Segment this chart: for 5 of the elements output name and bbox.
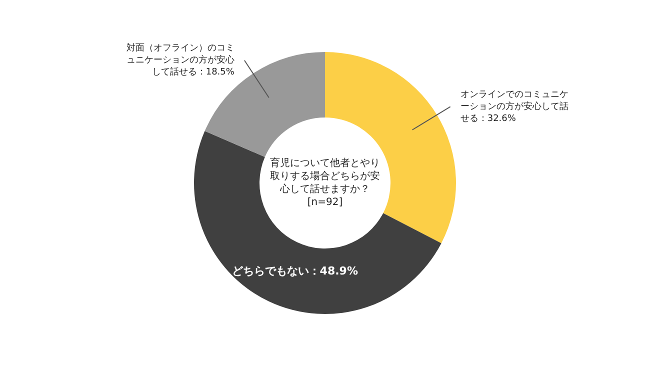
slice-label: オンラインでのコミュニケーションの方が安心して話せる：32.6% bbox=[460, 90, 568, 124]
text: [n=92] bbox=[307, 197, 343, 208]
text: 育児について他者とやり取りする場合どちらが安心して話せますか？ bbox=[270, 157, 380, 196]
slice-label: どちらでもない：48.9% bbox=[232, 264, 358, 278]
slice-label: 対面（オフライン）のコミュニケーションの方が安心して話せる：18.5% bbox=[126, 42, 235, 78]
